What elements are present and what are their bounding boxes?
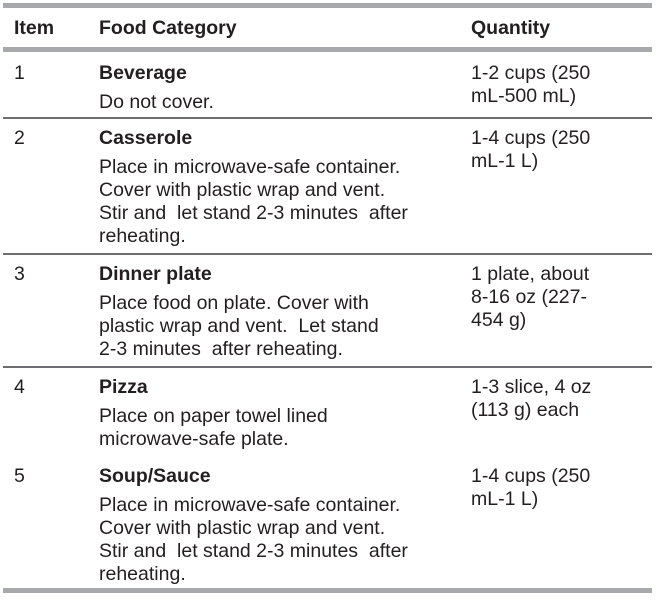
instruction-line: Place on paper towel lined bbox=[99, 405, 328, 427]
quantity-line: 1-4 cups (250 bbox=[471, 127, 591, 149]
header-item: Item bbox=[14, 17, 55, 39]
quantity-line: (113 g) each bbox=[471, 399, 580, 421]
instruction-line: Place in microwave-safe container. bbox=[99, 156, 401, 178]
food-category-title: Dinner plate bbox=[99, 263, 212, 285]
table-top-rule bbox=[3, 3, 652, 8]
quantity-cell: 1 plate, about 8-16 oz (227- 454 g) bbox=[471, 263, 651, 332]
item-number: 1 bbox=[14, 62, 25, 84]
instruction-line: reheating. bbox=[99, 563, 186, 585]
quantity-line: 1-4 cups (250 bbox=[471, 465, 591, 487]
quantity-line: 454 g) bbox=[471, 309, 527, 331]
quantity-line: 8-16 oz (227- bbox=[471, 286, 587, 308]
instruction-line: plastic wrap and vent. Let stand bbox=[99, 315, 379, 337]
instruction-line: Place in microwave-safe container. bbox=[99, 494, 401, 516]
row-divider bbox=[3, 117, 652, 119]
quantity-cell: 1-2 cups (250 mL-500 mL) bbox=[471, 62, 651, 108]
food-category-cell: Pizza Place on paper towel lined microwave… bbox=[99, 376, 459, 451]
instruction-line: reheating. bbox=[99, 225, 186, 247]
table-bottom-rule bbox=[3, 588, 652, 593]
food-category-title: Casserole bbox=[99, 127, 193, 149]
quantity-line: mL-500 mL) bbox=[471, 85, 577, 107]
instruction-line: Cover with plastic wrap and vent. bbox=[99, 517, 386, 539]
row-divider bbox=[3, 253, 652, 255]
quantity-line: mL-1 L) bbox=[471, 488, 539, 510]
item-number: 3 bbox=[14, 263, 25, 285]
quantity-cell: 1-3 slice, 4 oz (113 g) each bbox=[471, 376, 651, 422]
item-number: 4 bbox=[14, 376, 25, 398]
quantity-line: 1-3 slice, 4 oz bbox=[471, 376, 592, 398]
food-category-title: Soup/Sauce bbox=[99, 465, 211, 487]
quantity-line: 1-2 cups (250 bbox=[471, 62, 591, 84]
item-number: 2 bbox=[14, 127, 25, 149]
header-rule bbox=[3, 47, 652, 52]
quantity-line: 1 plate, about bbox=[471, 263, 590, 285]
food-category-cell: Soup/Sauce Place in microwave-safe contai… bbox=[99, 465, 459, 586]
instruction-line: microwave-safe plate. bbox=[99, 428, 289, 450]
header-quantity: Quantity bbox=[471, 17, 551, 39]
food-category-title: Beverage bbox=[99, 62, 187, 84]
quantity-cell: 1-4 cups (250 mL-1 L) bbox=[471, 127, 651, 173]
table-header: Item Food Category Quantity bbox=[0, 8, 657, 47]
header-food-category: Food Category bbox=[99, 17, 237, 39]
item-number: 5 bbox=[14, 465, 25, 487]
food-category-cell: Dinner plate Place food on plate. Cover w… bbox=[99, 263, 459, 361]
instruction-line: Cover with plastic wrap and vent. bbox=[99, 179, 386, 201]
instruction-line: Stir and let stand 2-3 minutes after bbox=[99, 540, 408, 562]
instruction-line: Do not cover. bbox=[99, 91, 214, 113]
instruction-line: Stir and let stand 2-3 minutes after bbox=[99, 202, 408, 224]
instruction-line: Place food on plate. Cover with bbox=[99, 292, 369, 314]
instruction-line: 2-3 minutes after reheating. bbox=[99, 338, 343, 360]
row-divider bbox=[3, 366, 652, 368]
quantity-line: mL-1 L) bbox=[471, 150, 539, 172]
quantity-cell: 1-4 cups (250 mL-1 L) bbox=[471, 465, 651, 511]
food-category-cell: Beverage Do not cover. bbox=[99, 62, 459, 114]
food-category-title: Pizza bbox=[99, 376, 148, 398]
food-category-cell: Casserole Place in microwave-safe contain… bbox=[99, 127, 459, 248]
